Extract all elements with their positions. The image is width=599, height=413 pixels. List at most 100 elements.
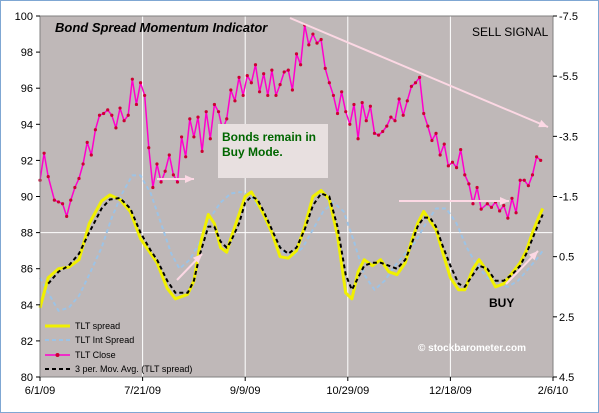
y-right-tick-label: 0.5 bbox=[559, 252, 574, 264]
tlt-close-point bbox=[270, 68, 274, 72]
tlt-close-point bbox=[376, 133, 381, 137]
sell-signal-label: SELL SIGNAL bbox=[472, 25, 549, 39]
tlt-close-point bbox=[60, 202, 65, 206]
tlt-close-point bbox=[102, 111, 106, 116]
legend-marker-tlt-close bbox=[55, 353, 60, 357]
tlt-close-point bbox=[489, 205, 494, 209]
tlt-close-point bbox=[506, 216, 510, 220]
tlt-close-point bbox=[335, 111, 340, 116]
y-left-tick-label: 80 bbox=[21, 372, 33, 384]
tlt-close-point bbox=[454, 166, 459, 170]
tlt-close-point bbox=[69, 198, 73, 202]
tlt-close-point bbox=[522, 178, 526, 182]
tlt-close-point bbox=[147, 146, 151, 150]
tlt-close-point bbox=[526, 184, 530, 188]
tlt-close-point bbox=[253, 63, 258, 67]
tlt-close-point bbox=[381, 129, 385, 134]
tlt-close-point bbox=[418, 75, 422, 79]
tlt-close-point bbox=[385, 124, 389, 128]
tlt-close-point bbox=[163, 169, 167, 173]
y-right-tick-label: -7.5 bbox=[559, 11, 578, 23]
tlt-close-point bbox=[502, 203, 506, 208]
tlt-close-point bbox=[208, 137, 212, 141]
tlt-close-point bbox=[514, 211, 518, 215]
tlt-close-point bbox=[122, 119, 126, 123]
tlt-close-point bbox=[413, 81, 418, 85]
tlt-close-point bbox=[167, 153, 171, 157]
y-left-tick-label: 86 bbox=[21, 264, 33, 276]
tlt-close-point bbox=[188, 117, 192, 121]
tlt-close-point bbox=[364, 119, 368, 123]
tlt-close-point bbox=[42, 151, 46, 155]
tlt-close-point bbox=[459, 147, 463, 152]
tlt-close-point bbox=[274, 93, 278, 98]
tlt-close-point bbox=[340, 90, 344, 94]
tlt-close-point bbox=[138, 81, 143, 85]
tlt-close-point bbox=[184, 155, 188, 159]
tlt-close-point bbox=[344, 110, 348, 114]
tlt-close-point bbox=[315, 41, 319, 45]
x-tick-label: 2/6/10 bbox=[538, 385, 569, 397]
tlt-close-point bbox=[530, 173, 535, 177]
tlt-close-point bbox=[237, 75, 241, 79]
annotation-arrows bbox=[157, 17, 549, 285]
y-right-tick-label: 4.5 bbox=[559, 372, 574, 384]
tlt-close-point bbox=[319, 37, 323, 42]
tlt-close-point bbox=[159, 180, 163, 184]
tlt-close-point bbox=[151, 185, 155, 190]
note-line-1: Bonds remain in bbox=[222, 130, 316, 144]
tlt-close-point bbox=[229, 88, 233, 92]
x-tick-label: 12/18/09 bbox=[429, 385, 472, 397]
tlt-close-point bbox=[368, 104, 372, 108]
axes: 80 82 84 86 88 90 92 94 96 98 100 -7.5 -5.5 -3.5 -1.5 0… bbox=[15, 11, 578, 397]
tlt-close-point bbox=[257, 90, 262, 94]
tlt-close-point bbox=[130, 77, 134, 81]
y-left-tick-label: 82 bbox=[21, 336, 33, 348]
tlt-close-point bbox=[397, 97, 401, 101]
tlt-close-point bbox=[498, 209, 502, 213]
tlt-close-point bbox=[360, 101, 364, 105]
tlt-close-point bbox=[426, 124, 430, 128]
tlt-close-point bbox=[171, 173, 175, 177]
y-right-tick-label: -5.5 bbox=[559, 71, 578, 83]
tlt-close-point bbox=[196, 115, 200, 119]
y-right-tick-label: 2.5 bbox=[559, 312, 574, 324]
tlt-close-point bbox=[311, 32, 315, 36]
x-tick-label: 7/21/09 bbox=[124, 385, 161, 397]
tlt-close-point bbox=[114, 126, 118, 130]
y-left-tick-label: 92 bbox=[21, 155, 33, 167]
legend-label-mov-avg: 3 per. Mov. Avg. (TLT spread) bbox=[75, 364, 192, 374]
tlt-close-point bbox=[278, 82, 282, 87]
tlt-close-point bbox=[225, 117, 229, 121]
annotation-arrow bbox=[289, 17, 549, 128]
tlt-close-point bbox=[290, 88, 294, 92]
tlt-close-point bbox=[327, 81, 331, 85]
tlt-close-point bbox=[307, 43, 311, 47]
tlt-close-point bbox=[434, 131, 438, 135]
chart-title: Bond Spread Momentum Indicator bbox=[55, 20, 268, 35]
annotation-arrow bbox=[399, 197, 509, 205]
note-box bbox=[218, 124, 328, 178]
buy-label: BUY bbox=[489, 296, 514, 310]
y-left-tick-label: 84 bbox=[21, 300, 33, 312]
tlt-close-point bbox=[282, 70, 286, 74]
tlt-close-point bbox=[510, 196, 514, 200]
tlt-close-point bbox=[262, 72, 266, 76]
tlt-close-point bbox=[245, 73, 249, 78]
tlt-close-point bbox=[372, 131, 377, 135]
tlt-close-point bbox=[467, 182, 471, 186]
x-tick-label: 10/29/09 bbox=[326, 385, 369, 397]
y-left-tick-label: 100 bbox=[15, 11, 33, 23]
tlt-close-point bbox=[249, 81, 253, 85]
tlt-close-point bbox=[46, 175, 50, 179]
tlt-close-point bbox=[233, 99, 237, 103]
tlt-close-point bbox=[446, 164, 450, 168]
tlt-close-point bbox=[134, 102, 139, 107]
legend: TLT spread TLT Int Spread TLT Close 3 pe… bbox=[45, 321, 192, 374]
tlt-close-point bbox=[179, 135, 184, 139]
tlt-close-point bbox=[56, 200, 61, 204]
tlt-close-point bbox=[106, 108, 110, 112]
series-layer bbox=[38, 23, 545, 312]
tlt-close-point bbox=[175, 180, 180, 184]
tlt-close-point bbox=[348, 122, 352, 126]
